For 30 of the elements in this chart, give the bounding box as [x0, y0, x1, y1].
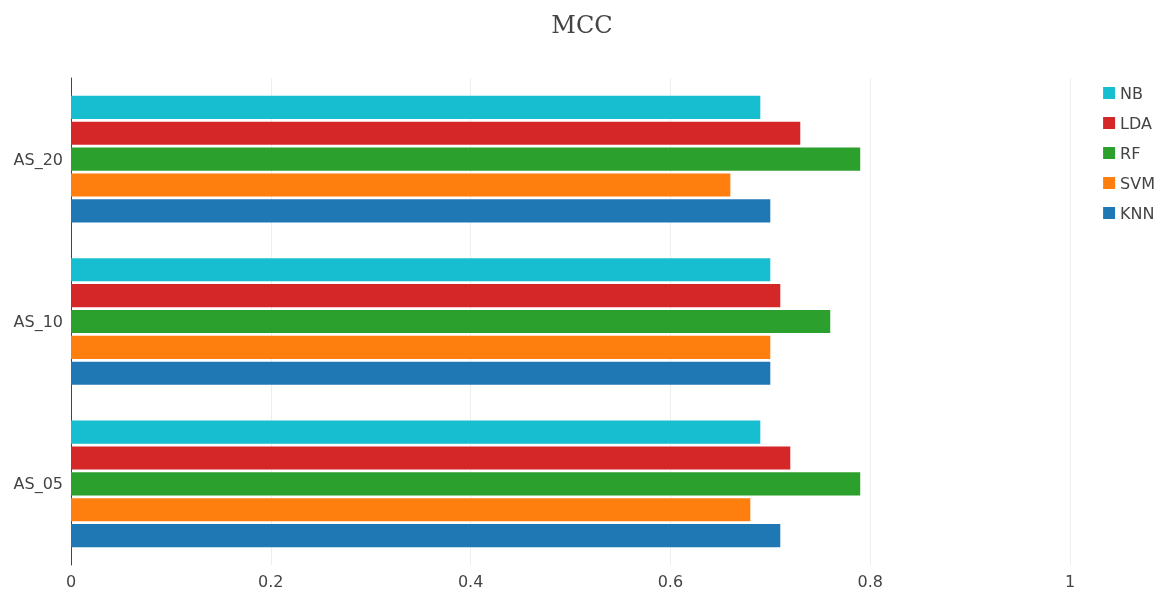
- bar: [71, 121, 801, 145]
- x-tick-label: 0.2: [258, 571, 284, 591]
- bar: [71, 420, 761, 444]
- bar: [71, 498, 751, 522]
- bar: [71, 199, 771, 223]
- bar: [71, 147, 861, 171]
- bar: [71, 95, 761, 119]
- legend-label: RF: [1120, 143, 1141, 163]
- x-tick-label: 0: [65, 571, 77, 591]
- x-tick-label: 1: [1064, 571, 1076, 591]
- bar: [71, 335, 771, 359]
- bar: [71, 284, 781, 308]
- bar: [71, 361, 771, 385]
- legend-label: SVM: [1120, 173, 1155, 193]
- bar: [71, 173, 731, 197]
- y-tick-label: AS_10: [13, 312, 63, 332]
- bar: [71, 446, 791, 470]
- x-tick-label: 0.6: [657, 571, 684, 591]
- bar: [71, 524, 781, 548]
- bar: [71, 472, 861, 496]
- legend-label: NB: [1120, 83, 1144, 103]
- x-tick-label: 0.4: [457, 571, 484, 591]
- y-tick-label: AS_20: [13, 149, 63, 170]
- bar: [71, 309, 831, 334]
- chart-title: MCC: [551, 11, 613, 39]
- x-tick-label: 0.8: [857, 571, 883, 591]
- legend-label: KNN: [1120, 203, 1155, 223]
- y-tick-label: AS_05: [13, 474, 63, 495]
- legend-label: LDA: [1120, 113, 1153, 133]
- bar: [71, 258, 771, 282]
